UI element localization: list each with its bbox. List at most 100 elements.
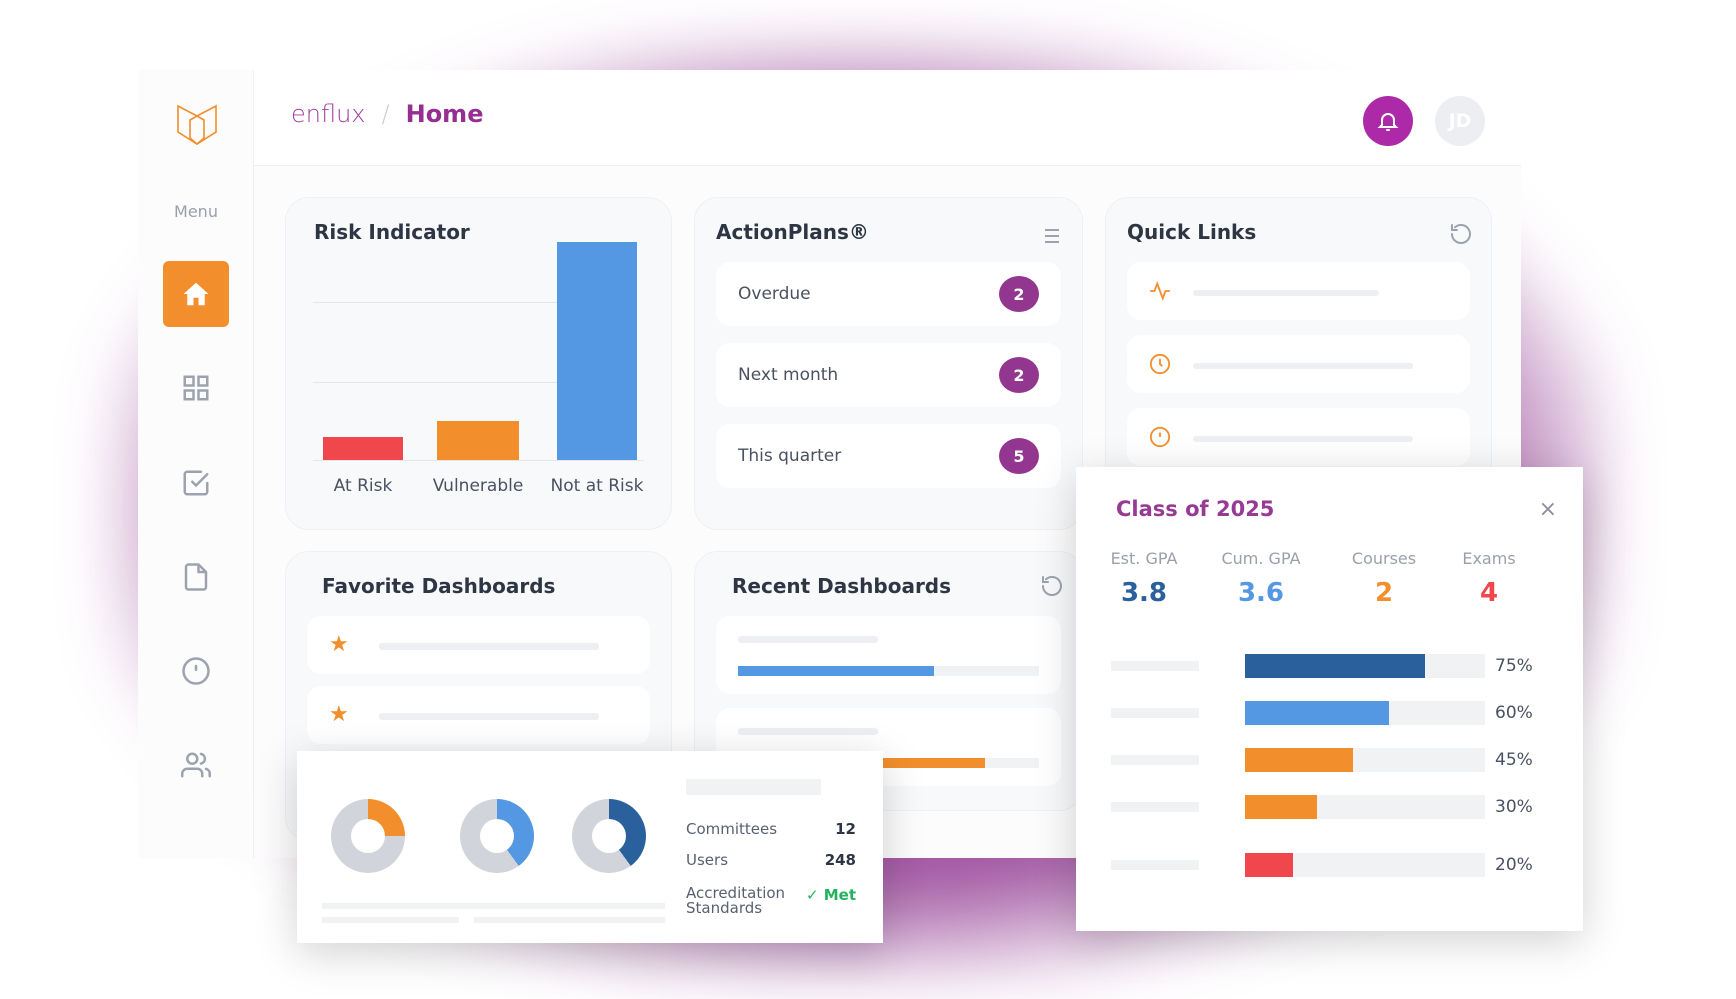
placeholder-bar: [474, 917, 665, 923]
count-badge: 2: [999, 357, 1039, 393]
notifications-button[interactable]: [1363, 96, 1413, 146]
stat-value-met: ✓ Met: [805, 886, 856, 904]
stat-cum-gpa: Cum. GPA 3.6: [1206, 549, 1316, 608]
stat-committees: Committees 12: [686, 820, 856, 838]
menu-icon[interactable]: [1040, 224, 1064, 248]
placeholder-bar: [322, 917, 459, 923]
placeholder-line: [1193, 290, 1379, 296]
star-icon: ★: [329, 702, 349, 727]
progress-row: 75%: [1111, 654, 1541, 678]
bar-not-at-risk[interactable]: [557, 242, 637, 460]
placeholder-bar: [322, 903, 665, 909]
action-plan-row-this-quarter[interactable]: This quarter 5: [716, 424, 1061, 488]
action-plans-title: ActionPlans®: [716, 220, 869, 244]
count-badge: 2: [999, 276, 1039, 312]
recent-dashboard-row[interactable]: [716, 616, 1061, 694]
quick-links-card: Quick Links: [1105, 197, 1492, 487]
donut-chart: [460, 799, 534, 873]
progress-percent: 30%: [1495, 797, 1533, 817]
bar-at-risk[interactable]: [323, 437, 403, 460]
x-label: At Risk: [333, 476, 393, 496]
breadcrumb-root[interactable]: enflux: [291, 100, 366, 128]
user-avatar[interactable]: JD: [1435, 96, 1485, 146]
progress-track: [1245, 701, 1485, 725]
refresh-icon[interactable]: [1449, 222, 1473, 246]
sidebar: Menu: [138, 70, 254, 858]
bell-icon: [1377, 113, 1399, 131]
menu-label: Menu: [174, 202, 218, 221]
stat-label: Accreditation Standards: [686, 884, 786, 917]
progress-row: 30%: [1111, 795, 1541, 819]
progress-fill: [1245, 748, 1353, 772]
favorite-dashboard-row[interactable]: ★: [307, 616, 650, 674]
favorite-dashboard-row[interactable]: ★: [307, 686, 650, 744]
stat-value: 248: [824, 851, 856, 869]
placeholder-bar: [1111, 802, 1199, 812]
row-label: This quarter: [738, 446, 842, 466]
sidebar-item-dashboards[interactable]: [163, 355, 229, 421]
placeholder-line: [379, 713, 599, 720]
progress-track: [1245, 795, 1485, 819]
action-plan-row-next-month[interactable]: Next month 2: [716, 343, 1061, 407]
enflux-logo-icon: [177, 104, 217, 146]
quick-link-row[interactable]: [1127, 408, 1470, 466]
progress-percent: 45%: [1495, 750, 1533, 770]
sidebar-item-home[interactable]: [163, 261, 229, 327]
stat-est-gpa: Est. GPA 3.8: [1089, 549, 1199, 608]
donut-chart: [572, 799, 646, 873]
sidebar-item-users[interactable]: [163, 732, 229, 798]
grid-icon: [183, 375, 209, 401]
progress-row: 60%: [1111, 701, 1541, 725]
class-popup: Class of 2025 × Est. GPA 3.8 Cum. GPA 3.…: [1076, 467, 1583, 931]
x-axis: [313, 460, 644, 461]
users-icon: [181, 752, 211, 778]
top-bar: enflux / Home JD: [254, 70, 1521, 166]
favorite-dashboards-title: Favorite Dashboards: [322, 574, 556, 598]
donut-chart: [331, 799, 405, 873]
placeholder-line: [1193, 363, 1413, 369]
stat-value: 4: [1479, 578, 1499, 608]
placeholder-bar: [1111, 661, 1199, 671]
progress-fill: [738, 666, 934, 676]
x-label: Not at Risk: [550, 476, 644, 496]
alert-circle-icon: [182, 657, 210, 685]
progress-fill: [1245, 701, 1389, 725]
progress-percent: 20%: [1495, 855, 1533, 875]
placeholder-bar: [1111, 860, 1199, 870]
stat-users: Users 248: [686, 851, 856, 869]
risk-indicator-title: Risk Indicator: [314, 220, 470, 244]
app-window: Menu enflux / Home JD Ri: [138, 70, 1521, 858]
quick-links-title: Quick Links: [1127, 220, 1257, 244]
progress-fill: [1245, 853, 1293, 877]
favorite-dashboards-card: Favorite Dashboards ★ ★: [285, 551, 672, 841]
stat-label: Courses: [1351, 549, 1417, 568]
progress-row: 20%: [1111, 853, 1541, 877]
close-icon[interactable]: ×: [1538, 497, 1557, 522]
placeholder-bar: [1111, 755, 1199, 765]
stat-accreditation: Accreditation Standards ✓ Met: [686, 886, 856, 916]
action-plans-card: ActionPlans® Overdue 2 Next month 2 This…: [694, 197, 1083, 530]
stat-value: 12: [835, 820, 856, 838]
sidebar-item-documents[interactable]: [163, 544, 229, 610]
progress-fill: [1245, 795, 1317, 819]
checkbox-icon: [183, 470, 209, 496]
action-plan-row-overdue[interactable]: Overdue 2: [716, 262, 1061, 326]
count-badge: 5: [999, 438, 1039, 474]
sidebar-item-tasks[interactable]: [163, 450, 229, 516]
quick-link-row[interactable]: [1127, 335, 1470, 393]
stat-label: Est. GPA: [1110, 549, 1178, 568]
placeholder-line: [738, 636, 878, 643]
progress-percent: 75%: [1495, 656, 1533, 676]
stat-value: 2: [1374, 578, 1394, 608]
quick-link-row[interactable]: [1127, 262, 1470, 320]
refresh-icon[interactable]: [1040, 574, 1064, 598]
progress-track: [1245, 853, 1485, 877]
sidebar-item-alerts[interactable]: [163, 638, 229, 704]
star-icon: ★: [329, 632, 349, 657]
class-popup-title: Class of 2025: [1116, 497, 1275, 521]
grid-line: [313, 382, 558, 383]
stat-label: Cum. GPA: [1221, 549, 1301, 568]
breadcrumb-current: Home: [405, 100, 484, 128]
row-label: Overdue: [738, 284, 811, 304]
bar-vulnerable[interactable]: [437, 421, 519, 460]
